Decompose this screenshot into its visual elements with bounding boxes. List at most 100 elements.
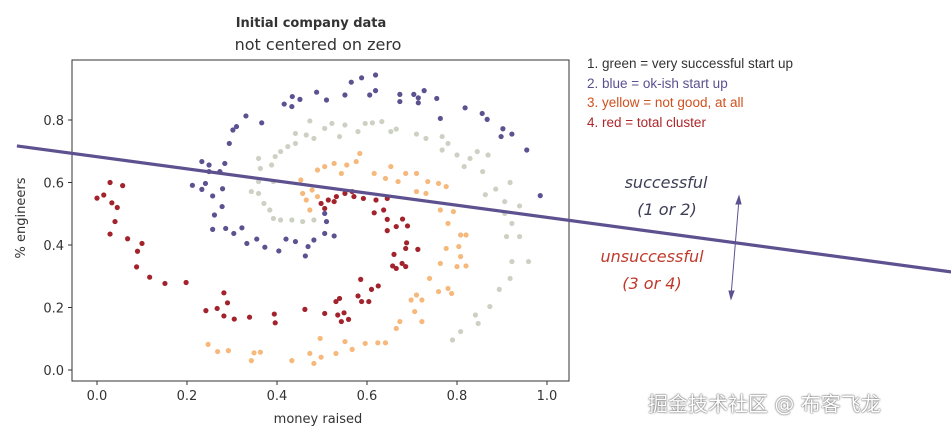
point-blue [498,133,504,140]
point-yellow [375,340,381,346]
point-yellow [362,340,368,347]
plot-area [71,59,570,382]
point-green [272,153,278,160]
point-green [525,258,532,265]
point-green [342,122,348,128]
point-blue [434,95,440,102]
point-blue [210,193,216,199]
point-yellow [317,335,323,342]
point-yellow [426,275,433,282]
point-blue [297,96,303,102]
point-red [415,246,421,252]
point-yellow [357,150,363,157]
point-red [114,204,120,211]
point-yellow [300,190,306,197]
point-yellow [413,170,420,177]
point-green [285,143,291,150]
point-red [360,195,366,202]
point-blue [199,186,205,192]
annotation-successful-sub: (1 or 2) [637,200,697,219]
point-blue [462,105,468,111]
point-green [292,130,299,137]
point-green [474,148,480,155]
point-blue [509,131,515,137]
point-red [221,313,227,319]
point-blue [239,225,245,231]
chart-subtitle: not centered on zero [235,35,402,54]
point-green [439,133,445,140]
point-blue [259,120,265,126]
point-green [267,207,273,213]
point-green [439,147,445,153]
point-yellow [443,245,449,252]
point-green [303,132,309,138]
y-tick-label: 0.6 [43,177,64,192]
point-blue [281,101,287,107]
point-blue [244,240,250,247]
point-yellow [353,158,359,165]
point-green [507,179,513,186]
point-red [335,312,341,318]
point-green [336,133,343,140]
point-green [413,131,420,137]
legend-item-yellow: 3. yellow = not good, at all [587,95,744,110]
point-red [107,231,113,237]
point-blue [254,236,260,242]
point-yellow [289,358,295,364]
double-arrow [728,194,742,301]
point-red [336,295,343,302]
point-red [368,286,375,292]
x-tick-label: 0.6 [357,389,378,404]
point-blue [367,92,373,98]
point-red [112,218,118,225]
point-green [480,168,486,175]
point-blue [223,225,229,232]
point-green [362,120,368,127]
point-green [503,233,510,240]
point-blue [323,218,330,225]
point-yellow [314,193,321,200]
x-tick-label: 0.4 [267,389,288,404]
point-red [403,263,409,270]
point-red [366,298,372,305]
point-yellow [307,350,313,357]
point-yellow [456,243,462,250]
annotation-successful: successful [624,173,708,192]
point-red [333,193,339,200]
point-yellow [437,260,443,267]
point-green [509,258,515,265]
point-blue [189,182,195,188]
point-red [322,310,328,317]
point-blue [484,116,490,122]
point-red [393,223,399,230]
point-green [269,162,275,168]
point-yellow [419,318,425,325]
point-blue [292,238,299,245]
point-yellow [412,308,418,315]
legend-item-green: 1. green = very successful start up [587,56,793,71]
point-blue [372,72,379,78]
point-yellow [318,354,324,360]
point-yellow [463,263,469,269]
y-tick-label: 0.8 [43,114,64,129]
point-red [183,279,189,286]
point-green [270,215,276,222]
point-yellow [307,207,313,213]
point-green [423,135,429,142]
point-green [257,165,263,172]
point-green [307,118,313,124]
point-yellow [382,340,389,346]
point-green [379,118,385,125]
point-green [487,303,493,310]
point-blue [348,79,354,85]
chart-title: Initial company data [236,16,387,31]
point-red [214,305,220,312]
point-blue [323,97,330,103]
point-red [399,260,405,267]
point-blue [311,237,317,243]
point-yellow [435,180,442,187]
point-blue [226,140,232,147]
point-red [341,310,347,316]
point-yellow [437,207,443,213]
point-yellow [413,188,420,195]
